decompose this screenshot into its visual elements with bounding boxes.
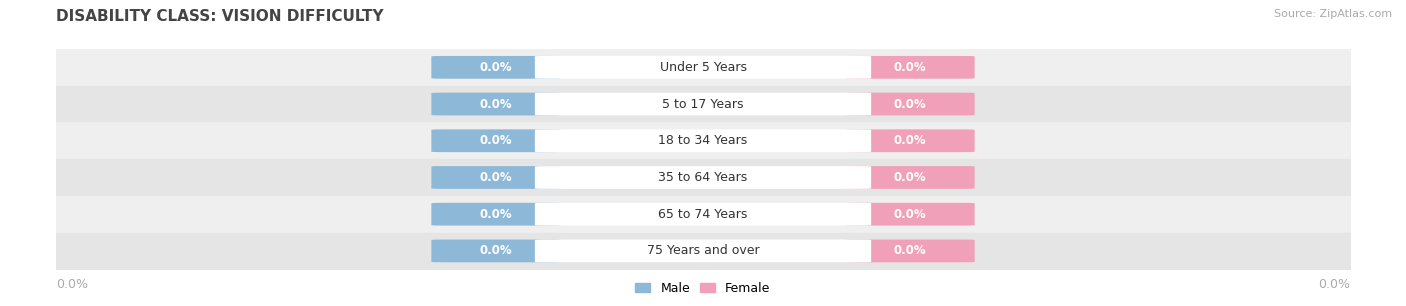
Text: 0.0%: 0.0%: [894, 208, 927, 221]
FancyBboxPatch shape: [534, 129, 872, 152]
FancyBboxPatch shape: [534, 93, 872, 115]
FancyBboxPatch shape: [534, 56, 872, 79]
Text: 0.0%: 0.0%: [479, 208, 512, 221]
Text: 18 to 34 Years: 18 to 34 Years: [658, 134, 748, 147]
Text: 0.0%: 0.0%: [894, 171, 927, 184]
Text: 75 Years and over: 75 Years and over: [647, 244, 759, 257]
FancyBboxPatch shape: [432, 129, 561, 152]
Text: 0.0%: 0.0%: [479, 98, 512, 110]
FancyBboxPatch shape: [845, 56, 974, 79]
Text: 0.0%: 0.0%: [479, 61, 512, 74]
Text: 0.0%: 0.0%: [479, 171, 512, 184]
FancyBboxPatch shape: [845, 240, 974, 262]
Text: Under 5 Years: Under 5 Years: [659, 61, 747, 74]
Text: 0.0%: 0.0%: [479, 244, 512, 257]
FancyBboxPatch shape: [534, 203, 872, 226]
Text: 0.0%: 0.0%: [894, 61, 927, 74]
FancyBboxPatch shape: [432, 203, 561, 226]
Text: 0.0%: 0.0%: [56, 278, 89, 291]
Text: 0.0%: 0.0%: [894, 98, 927, 110]
Text: 65 to 74 Years: 65 to 74 Years: [658, 208, 748, 221]
Text: 0.0%: 0.0%: [894, 244, 927, 257]
FancyBboxPatch shape: [432, 240, 561, 262]
Text: 5 to 17 Years: 5 to 17 Years: [662, 98, 744, 110]
Text: Source: ZipAtlas.com: Source: ZipAtlas.com: [1274, 9, 1392, 19]
FancyBboxPatch shape: [432, 56, 561, 79]
FancyBboxPatch shape: [845, 166, 974, 189]
FancyBboxPatch shape: [534, 240, 872, 262]
Text: 0.0%: 0.0%: [1317, 278, 1350, 291]
Text: 0.0%: 0.0%: [894, 134, 927, 147]
Text: 0.0%: 0.0%: [479, 134, 512, 147]
FancyBboxPatch shape: [845, 203, 974, 226]
FancyBboxPatch shape: [845, 93, 974, 115]
FancyBboxPatch shape: [432, 166, 561, 189]
Text: DISABILITY CLASS: VISION DIFFICULTY: DISABILITY CLASS: VISION DIFFICULTY: [56, 9, 384, 24]
FancyBboxPatch shape: [432, 93, 561, 115]
FancyBboxPatch shape: [534, 166, 872, 189]
Text: 35 to 64 Years: 35 to 64 Years: [658, 171, 748, 184]
FancyBboxPatch shape: [845, 129, 974, 152]
Legend: Male, Female: Male, Female: [630, 277, 776, 300]
